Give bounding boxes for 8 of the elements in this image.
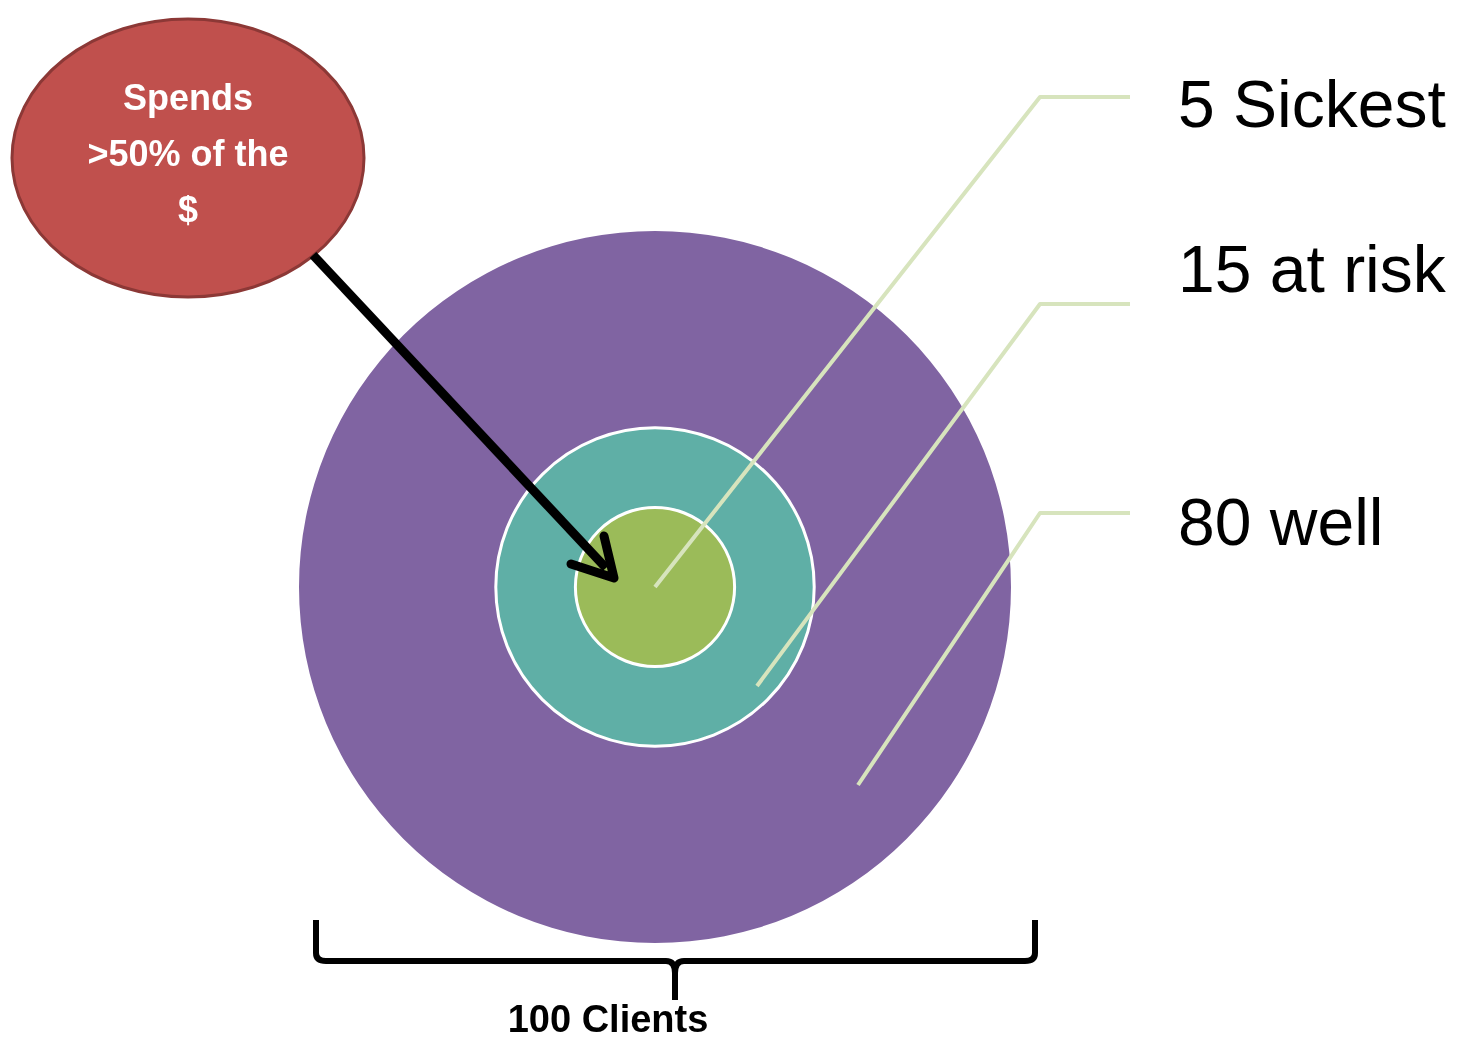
- data-label: 15: [1178, 232, 1252, 306]
- text: Spends >50% of the $: [86, 76, 290, 232]
- data-label: 5: [1178, 67, 1215, 141]
- category-label: Sickest: [1233, 67, 1446, 141]
- category-label: at risk: [1269, 232, 1446, 306]
- category-label: well: [1269, 485, 1384, 559]
- text: 100 Clients: [506, 998, 710, 1041]
- data-label: 80: [1178, 485, 1252, 559]
